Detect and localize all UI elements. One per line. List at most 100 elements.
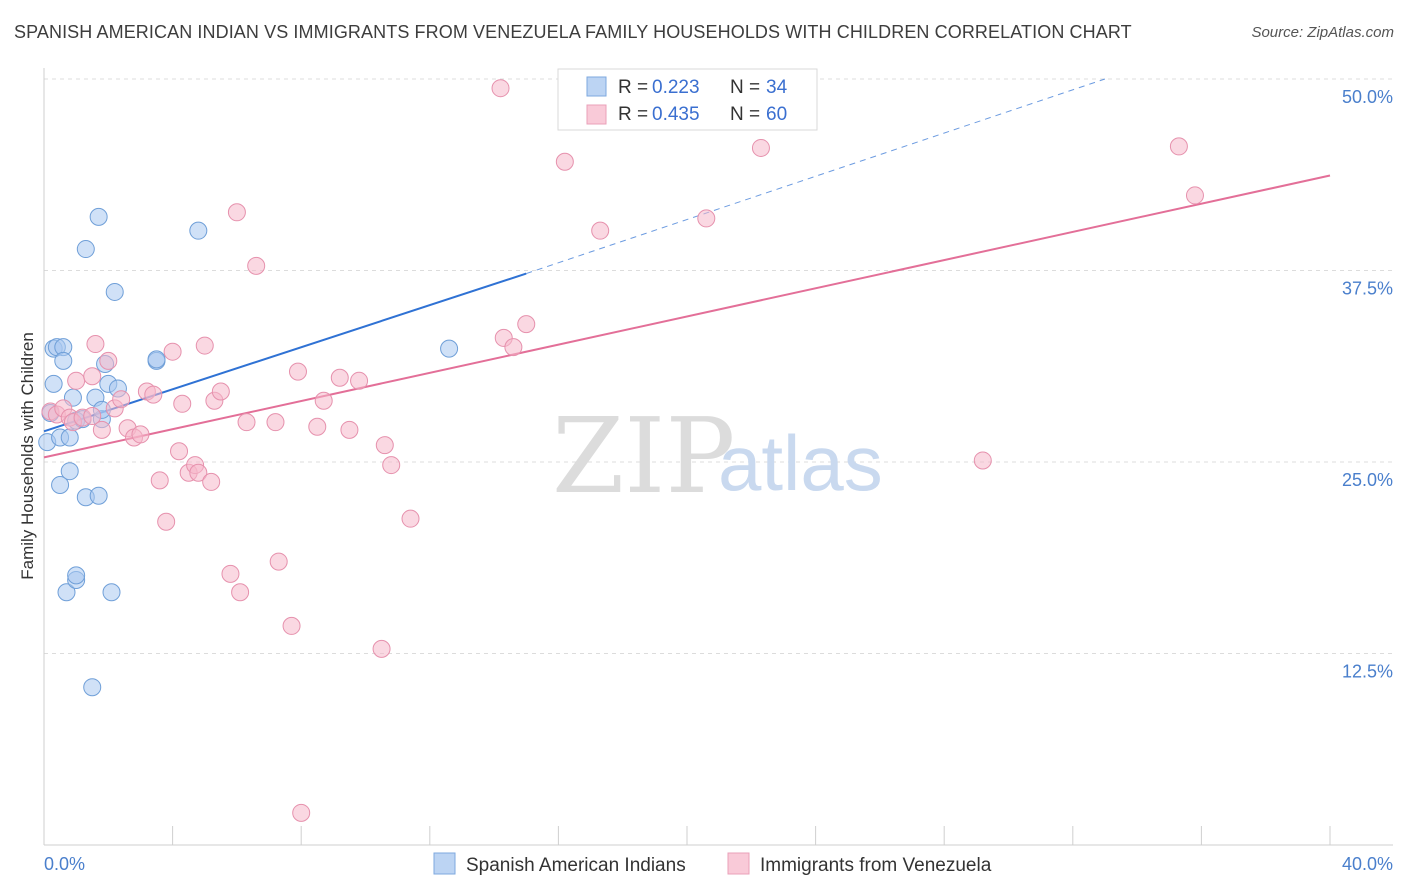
y-tick-label-3: 50.0% [1342,87,1393,107]
point-s0-28 [105,282,124,301]
point-s1-23 [173,394,192,413]
x-ticks [172,826,1331,845]
point-s1-58 [973,451,992,470]
point-s1-60 [1185,186,1204,205]
legend-n-value-2: 60 [766,104,787,125]
point-s0-9 [57,583,76,602]
source-credit: Source: ZipAtlas.com [1251,24,1394,41]
point-s1-19 [150,471,169,490]
point-s1-52 [504,338,523,357]
series-legend-label-2: Immigrants from Venezuela [760,855,992,876]
y-tick-labels: 12.5% 25.0% 37.5% 50.0% [1342,87,1393,682]
x-tick-label-min: 0.0% [44,854,85,874]
point-s1-49 [401,509,420,528]
series-legend: Spanish American Indians Immigrants from… [433,852,992,876]
point-s1-43 [330,368,349,387]
point-s0-22 [89,207,108,226]
point-s0-11 [60,428,79,447]
legend-r-label-1: R = [618,77,648,98]
point-s1-28 [202,472,221,491]
watermark-atlas-text: atlas [718,419,883,507]
legend-r-value-2: 0.435 [652,104,700,125]
point-s0-6 [51,475,70,494]
point-s1-27 [195,336,214,355]
point-s1-13 [112,390,131,409]
point-s1-32 [227,203,246,222]
point-s1-35 [247,256,266,275]
point-s1-53 [517,315,536,334]
point-s1-18 [144,385,163,404]
y-tick-label-1: 25.0% [1342,470,1393,490]
point-s1-46 [372,639,391,658]
series-legend-label-1: Spanish American Indians [466,855,686,876]
watermark-zip-text: ZIP [552,395,735,517]
point-s1-42 [314,391,333,410]
point-s1-59 [1169,137,1188,156]
point-s0-2 [44,374,63,393]
series-legend-swatch-blue [433,852,456,875]
point-s1-41 [308,417,327,436]
point-s1-20 [157,512,176,531]
point-s0-32 [189,221,208,240]
series-legend-swatch-pink [727,852,750,875]
point-s1-36 [266,413,285,432]
point-s1-34 [237,413,256,432]
point-s0-19 [83,678,102,697]
legend-swatch-pink [586,104,607,125]
point-s1-11 [99,351,118,370]
point-s1-7 [83,407,102,426]
point-s0-27 [102,583,121,602]
watermark: ZIP atlas [552,395,883,517]
x-tick-label-max: 40.0% [1342,854,1393,874]
legend-n-value-1: 34 [766,77,788,98]
point-s1-38 [282,616,301,635]
point-s1-48 [382,456,401,475]
gridlines [44,78,1393,654]
point-s1-8 [83,367,102,386]
point-s1-5 [67,371,86,390]
y-tick-label-2: 37.5% [1342,279,1393,299]
point-s1-31 [221,564,240,583]
legend-n-label-1: N = [730,77,760,98]
point-s0-18 [76,240,95,259]
point-s1-22 [170,442,189,461]
point-s0-31 [147,350,166,369]
point-s1-56 [697,209,716,228]
trend-line-extension-0 [526,78,1106,275]
point-s0-15 [67,566,86,585]
legend-swatch-blue [586,76,607,97]
y-tick-label-0: 12.5% [1342,662,1393,682]
point-s1-54 [555,152,574,171]
point-s1-55 [591,221,610,240]
point-s1-16 [131,425,150,444]
point-s0-21 [89,486,108,505]
point-s1-30 [211,382,230,401]
y-axis-title: Family Households with Children [18,332,37,580]
legend-r-label-2: R = [618,104,648,125]
svg-text:R =: R = [618,77,648,98]
point-s1-10 [92,420,111,439]
point-s1-37 [269,552,288,571]
point-s1-21 [163,342,182,361]
point-s0-8 [54,351,73,370]
point-s1-33 [231,583,250,602]
point-s1-9 [86,335,105,354]
point-s1-40 [292,803,311,822]
chart-title: SPANISH AMERICAN INDIAN VS IMMIGRANTS FR… [14,22,1132,42]
point-s1-57 [751,138,770,157]
correlation-legend: R = 0.223 N = 34 R = 0.435 N = 60 [557,68,818,131]
point-s1-26 [189,463,208,482]
legend-n-label-2: N = [730,104,760,125]
point-s1-50 [491,79,510,98]
trend-line-1 [43,174,1331,459]
point-s1-47 [375,436,394,455]
point-s1-39 [288,362,307,381]
legend-r-value-1: 0.223 [652,77,700,98]
data-points [38,79,1204,822]
point-s1-45 [350,371,369,390]
point-s1-44 [340,420,359,439]
svg-text:R =: R = [618,104,648,125]
point-s0-10 [60,462,79,481]
point-s0-33 [440,339,459,358]
